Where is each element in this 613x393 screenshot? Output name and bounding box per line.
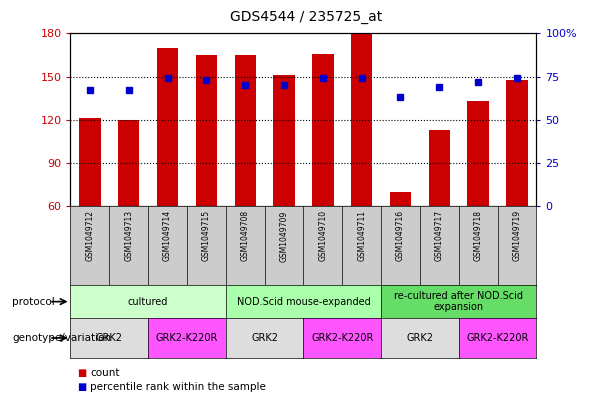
Text: percentile rank within the sample: percentile rank within the sample: [90, 382, 266, 392]
Bar: [390, 192, 411, 206]
Bar: [351, 33, 372, 206]
Text: GSM1049719: GSM1049719: [512, 210, 522, 261]
Bar: [506, 79, 528, 206]
Text: GSM1049718: GSM1049718: [474, 210, 482, 261]
Text: protocol: protocol: [12, 297, 55, 307]
Text: GSM1049709: GSM1049709: [280, 210, 289, 261]
Bar: [428, 130, 450, 206]
Bar: [79, 118, 101, 206]
Bar: [468, 101, 489, 206]
Text: cultured: cultured: [128, 297, 169, 307]
Text: GRK2: GRK2: [251, 333, 278, 343]
Text: GSM1049717: GSM1049717: [435, 210, 444, 261]
Text: GSM1049716: GSM1049716: [396, 210, 405, 261]
Bar: [273, 75, 295, 206]
Text: GSM1049713: GSM1049713: [124, 210, 133, 261]
Bar: [196, 55, 217, 206]
Text: genotype/variation: genotype/variation: [12, 333, 112, 343]
Text: GRK2: GRK2: [406, 333, 433, 343]
Bar: [312, 53, 333, 206]
Text: count: count: [90, 368, 120, 378]
Text: re-cultured after NOD.Scid
expansion: re-cultured after NOD.Scid expansion: [394, 291, 524, 312]
Text: GRK2-K220R: GRK2-K220R: [466, 333, 529, 343]
Text: GSM1049708: GSM1049708: [241, 210, 249, 261]
Text: GDS4544 / 235725_at: GDS4544 / 235725_at: [230, 10, 383, 24]
Text: GSM1049710: GSM1049710: [318, 210, 327, 261]
Text: GSM1049712: GSM1049712: [85, 210, 94, 261]
Text: ■: ■: [77, 368, 86, 378]
Text: GSM1049714: GSM1049714: [163, 210, 172, 261]
Bar: [118, 120, 139, 206]
Text: GRK2-K220R: GRK2-K220R: [311, 333, 373, 343]
Bar: [235, 55, 256, 206]
Bar: [157, 48, 178, 206]
Text: GRK2-K220R: GRK2-K220R: [156, 333, 218, 343]
Text: GSM1049715: GSM1049715: [202, 210, 211, 261]
Text: NOD.Scid mouse-expanded: NOD.Scid mouse-expanded: [237, 297, 370, 307]
Text: GSM1049711: GSM1049711: [357, 210, 366, 261]
Text: ■: ■: [77, 382, 86, 392]
Text: GRK2: GRK2: [96, 333, 123, 343]
